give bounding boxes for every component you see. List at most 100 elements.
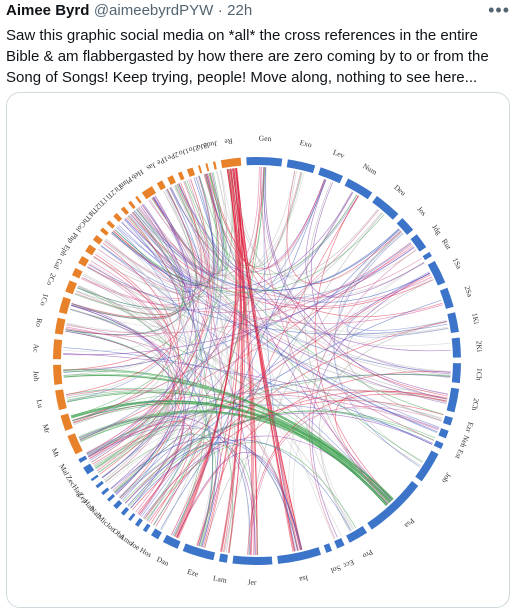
- author-handle[interactable]: @aimeebyrdPYW: [93, 2, 214, 19]
- book-segment-job: [415, 450, 439, 482]
- book-label-neh: Neh: [458, 434, 471, 449]
- chord: [93, 397, 443, 466]
- book-label-1jo: 1Jo: [177, 146, 190, 158]
- chord: [65, 260, 169, 337]
- book-label-job: Job: [440, 471, 453, 485]
- book-segment-zec: [83, 463, 95, 475]
- chord: [166, 189, 223, 547]
- chord: [102, 175, 215, 479]
- chord: [308, 249, 417, 539]
- book-segment-oba: [128, 513, 136, 521]
- book-label-num: Num: [361, 161, 379, 176]
- chord: [78, 284, 214, 546]
- book-segment-2ki: [451, 337, 461, 358]
- book-label-1ki: 1Ki: [470, 312, 481, 325]
- chord: [134, 210, 400, 292]
- book-label-2pe: 2Pe: [166, 150, 180, 163]
- book-segment-dan: [162, 534, 181, 549]
- book-segment-1jo: [186, 167, 196, 177]
- chord: [264, 167, 451, 375]
- book-segment-hab: [101, 487, 110, 496]
- chord: [204, 168, 241, 548]
- tweet-media[interactable]: Gen Exo Lev Num Deu Jos Jdg Rut 1Sa 2Sa 1Ki 2Ki 1Ch 2…: [6, 92, 510, 608]
- book-label-hos: Hos: [138, 545, 153, 559]
- chord: [63, 246, 415, 356]
- chord: [175, 184, 234, 552]
- book-label-2co: 2Co: [45, 272, 58, 287]
- book-segment-eze: [182, 543, 216, 561]
- chord: [63, 326, 161, 371]
- book-label-eze: Eze: [186, 567, 200, 579]
- book-segment-php: [85, 244, 97, 256]
- book-segment-ac: [53, 339, 63, 360]
- book-label-sol: Sol: [330, 563, 343, 575]
- chord: [125, 218, 447, 404]
- chord: [226, 169, 258, 556]
- book-segment-phm: [135, 195, 142, 204]
- chord: [161, 172, 227, 531]
- book-segment-mal: [78, 455, 88, 463]
- book-label-ecc: Ecc: [341, 558, 356, 571]
- chord: [71, 303, 186, 516]
- chord: [347, 271, 449, 338]
- chord: [66, 323, 164, 426]
- more-horizontal-icon[interactable]: •••: [488, 0, 510, 20]
- chord: [129, 189, 205, 283]
- chord: [95, 389, 447, 470]
- book-segment-pro: [346, 526, 368, 543]
- cross-reference-chords: [63, 167, 451, 556]
- book-label-est: Est: [453, 448, 466, 461]
- book-segment-mic: [113, 500, 123, 510]
- book-label-ezr: Ezr: [464, 421, 476, 434]
- book-segment-col: [92, 235, 103, 245]
- timestamp[interactable]: 22h: [227, 2, 253, 19]
- book-segment-lev: [318, 167, 343, 184]
- chord: [101, 427, 193, 521]
- book-label-lev: Lev: [332, 147, 346, 160]
- book-segment-amo: [134, 518, 143, 527]
- chord: [124, 274, 431, 504]
- book-segment-2sa: [439, 287, 454, 309]
- chord: [310, 182, 448, 400]
- chord: [176, 168, 238, 539]
- separator-dot: ·: [217, 2, 223, 19]
- chord: [338, 231, 447, 331]
- chord: [119, 433, 195, 517]
- chord: [130, 205, 197, 509]
- chord: [223, 169, 242, 553]
- chord: [86, 179, 209, 455]
- chord: [232, 168, 301, 551]
- chord: [292, 388, 449, 550]
- chord: [303, 181, 388, 505]
- book-segment-heb: [141, 186, 157, 200]
- book-label-1co: 1Co: [38, 292, 50, 307]
- author-name[interactable]: Aimee Byrd: [6, 2, 90, 19]
- chord: [337, 231, 442, 422]
- book-segment-2ti: [120, 206, 130, 216]
- book-label-2ch: 2Ch: [470, 397, 481, 411]
- book-segment-gal: [71, 267, 83, 279]
- book-segment-1ti: [113, 212, 123, 222]
- chord: [136, 208, 401, 291]
- chord: [110, 191, 353, 289]
- book-segment-1co: [58, 296, 71, 315]
- chord: [124, 219, 219, 548]
- chord: [178, 183, 431, 303]
- chord: [311, 272, 431, 538]
- chord: [111, 214, 385, 293]
- book-segment-deu: [372, 195, 399, 220]
- chord: [120, 412, 433, 500]
- chord: [151, 198, 417, 296]
- chord: [186, 180, 358, 275]
- chord: [77, 286, 391, 503]
- book-segment-1pe: [167, 175, 176, 186]
- chord: [89, 416, 180, 491]
- tweet-text: Saw this graphic social media on *all* t…: [6, 27, 489, 86]
- chord: [72, 400, 173, 478]
- book-label-mt: Mt: [50, 447, 62, 460]
- chord: [65, 215, 181, 395]
- chord: [63, 375, 388, 505]
- chord: [130, 439, 352, 531]
- chord: [66, 204, 186, 399]
- book-segment-exo: [286, 159, 316, 174]
